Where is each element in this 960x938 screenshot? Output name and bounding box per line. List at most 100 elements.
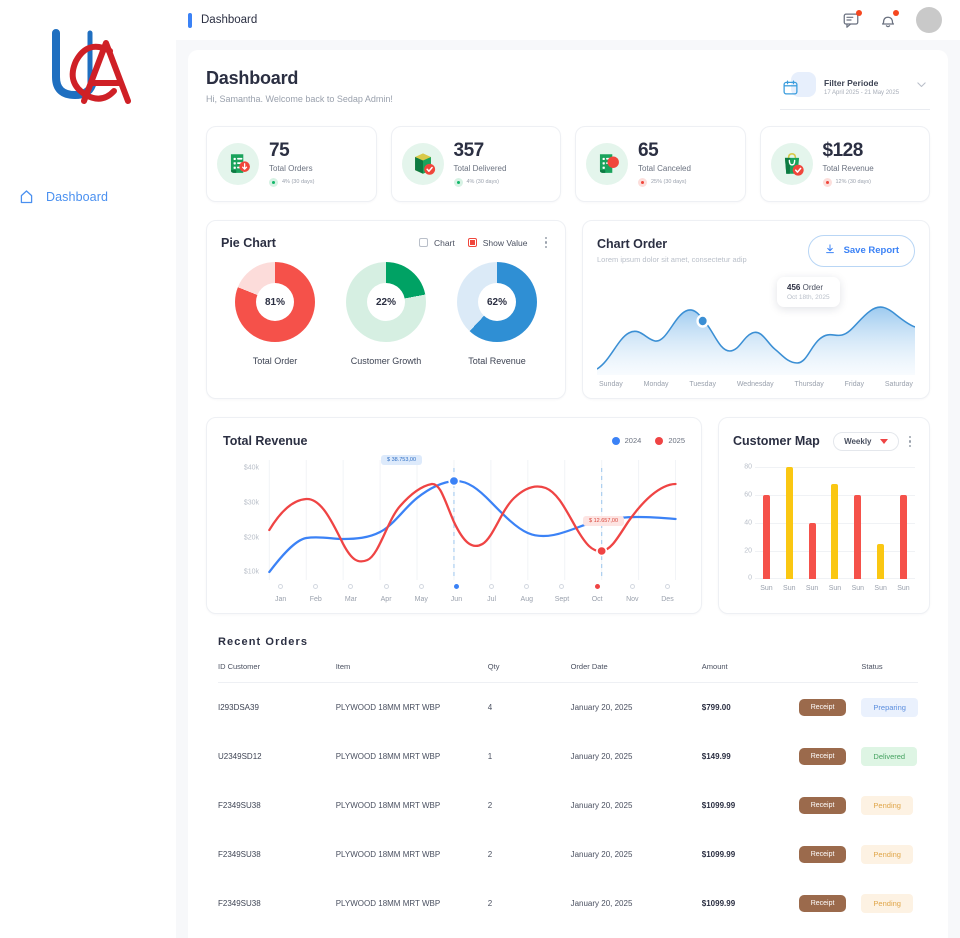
receipt-button[interactable]: Receipt	[798, 845, 847, 863]
x-tick: Aug	[509, 583, 544, 603]
filter-periode-control[interactable]: Filter Periode 17 April 2025 - 21 May 20…	[780, 68, 930, 110]
stat-delta: 25% (30 days)	[638, 177, 691, 187]
invoice-down-icon	[217, 142, 259, 185]
tick-dot	[664, 583, 670, 589]
stat-delta: 12% (30 days)	[822, 177, 874, 187]
x-tick-label: Monday	[643, 380, 669, 388]
cell-amount: $149.99	[701, 751, 731, 761]
total-revenue-card: Total Revenue 2024 2025	[206, 416, 702, 614]
cell-qty: 2	[487, 800, 493, 810]
sidebar-item-label: Dashboard	[46, 189, 109, 204]
x-tick-label: Sun	[897, 584, 910, 592]
y-tick-label: 20	[744, 547, 752, 555]
content-scroll: Dashboard Hi, Samantha. Welcome back to …	[176, 40, 960, 938]
legend-label: 2024	[624, 436, 642, 446]
home-icon	[20, 190, 33, 204]
bell-icon[interactable]	[879, 10, 899, 29]
x-tick-label: Feb	[309, 595, 322, 603]
x-tick: Nov	[615, 583, 650, 603]
stat-delta: 4% (30 days)	[269, 177, 314, 187]
x-tick-label: Apr	[380, 595, 392, 603]
stat-card-total-delivered[interactable]: 357 Total Delivered 4% (30 days)	[390, 126, 561, 202]
page-subtitle: Hi, Samantha. Welcome back to Sedap Admi…	[206, 94, 393, 104]
recent-orders-title: Recent Orders	[218, 635, 309, 648]
pie-chart-controls: Chart Show Value	[418, 235, 552, 251]
chart-order-subtitle: Lorem ipsum dolor sit amet, consectetur …	[597, 255, 747, 265]
chevron-down-icon	[879, 438, 888, 444]
stat-card-total-orders[interactable]: 75 Total Orders 4% (30 days)	[206, 126, 377, 202]
stat-card-total-canceled[interactable]: 65 Total Canceled 25% (30 days)	[575, 126, 746, 202]
cell-qty: 2	[488, 928, 571, 938]
cell-amount: $1099.99	[702, 928, 799, 938]
status-badge: Pending	[861, 844, 913, 864]
donut-ring: 22%	[346, 262, 426, 343]
pie-chart-title: Pie Chart	[221, 235, 276, 250]
status-badge: Pending	[861, 795, 913, 815]
save-report-button[interactable]: Save Report	[807, 234, 915, 267]
trend-up-icon	[269, 177, 278, 187]
table-row[interactable]: F2349SU38 PLYWOOD 18MM MRT WBP 2 January…	[218, 781, 918, 830]
column-header-date: Order Date	[570, 661, 702, 683]
checkbox-chart[interactable]: Chart	[418, 238, 455, 248]
bar	[762, 494, 770, 579]
chevron-down-icon[interactable]	[915, 78, 928, 96]
tick-dot	[348, 583, 354, 589]
sidebar: Dashboard	[0, 0, 176, 938]
table-row[interactable]: U2349SD12 PLYWOOD 18MM MRT WBP 1 January…	[218, 732, 918, 781]
avatar[interactable]	[916, 7, 942, 33]
tooltip-value: 456	[787, 282, 801, 292]
table-row[interactable]: F2349SU38 PLYWOOD 18MM MRT WBP 2 January…	[218, 928, 918, 938]
receipt-button[interactable]: Receipt	[798, 796, 847, 814]
stat-card-total-revenue[interactable]: $128 Total Revenue 12% (30 days)	[759, 126, 930, 202]
total-revenue-title: Total Revenue	[223, 433, 308, 448]
column-header-amount: Amount	[701, 661, 799, 683]
kebab-menu-icon[interactable]	[905, 434, 916, 450]
revenue-and-map-row: Total Revenue 2024 2025	[206, 416, 930, 614]
sidebar-item-dashboard[interactable]: Dashboard	[0, 182, 176, 211]
period-select[interactable]: Weekly	[833, 431, 899, 451]
chart-order-tooltip: 456 Order Oct 18th, 2025	[777, 276, 840, 307]
cell-id: F2349SU38	[218, 928, 336, 938]
receipt-button[interactable]: Receipt	[798, 747, 847, 765]
x-tick-label: Sun	[851, 584, 865, 592]
legend-dot	[611, 436, 620, 445]
y-tick-label: $20k	[243, 534, 259, 542]
sidebar-nav: Dashboard	[0, 182, 176, 211]
checkbox-box-checked	[467, 238, 477, 248]
table-row[interactable]: F2349SU38 PLYWOOD 18MM MRT WBP 2 January…	[218, 879, 918, 928]
legend-item-2024: 2024	[611, 436, 642, 446]
x-tick-label: Sunday	[599, 380, 623, 388]
cell-qty: 2	[487, 849, 493, 859]
receipt-button[interactable]: Receipt	[798, 894, 847, 912]
message-icon[interactable]	[842, 10, 862, 29]
pie-and-order-row: Pie Chart Chart Show Value	[206, 219, 930, 399]
download-icon	[824, 242, 836, 260]
checkbox-show-value[interactable]: Show Value	[467, 238, 528, 248]
bar	[854, 494, 862, 579]
x-tick-label: Thursday	[794, 380, 824, 388]
donut-value: 62%	[478, 283, 516, 322]
y-tick-label: 80	[744, 463, 752, 471]
cell-item: PLYWOOD 18MM MRT WBP	[336, 928, 488, 938]
cell-item: PLYWOOD 18MM MRT WBP	[335, 849, 441, 859]
bar	[785, 466, 793, 579]
table-header-row: ID Customer Item Qty Order Date Amount S…	[218, 661, 918, 683]
x-tick-label: Des	[661, 595, 674, 603]
kebab-menu-icon[interactable]	[541, 235, 552, 251]
bag-check-icon	[770, 142, 813, 185]
table-row[interactable]: I293DSA39 PLYWOOD 18MM MRT WBP 4 January…	[218, 682, 918, 732]
tick-dot	[313, 583, 319, 589]
filter-label: Filter Periode	[824, 78, 879, 88]
x-tick: Jul	[474, 583, 509, 603]
x-tick-label: Jan	[274, 595, 287, 603]
revenue-legend: 2024 2025	[611, 436, 685, 446]
receipt-button[interactable]: Receipt	[798, 698, 847, 716]
donut-ring: 81%	[235, 262, 315, 343]
trend-up-icon	[453, 177, 463, 187]
x-tick-label: Sun	[874, 584, 887, 592]
x-tick: Sept	[544, 583, 579, 603]
x-tick-label: Wednesday	[736, 380, 774, 388]
table-row[interactable]: F2349SU38 PLYWOOD 18MM MRT WBP 2 January…	[218, 830, 918, 879]
cell-date: January 20, 2025	[570, 751, 633, 761]
